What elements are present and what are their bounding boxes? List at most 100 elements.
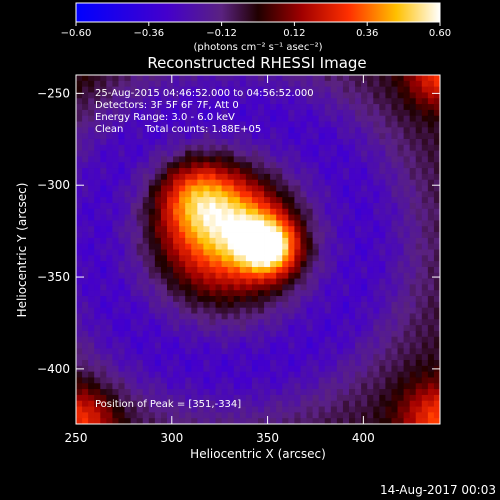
heatmap-cell [106, 150, 113, 157]
heatmap-cell [258, 179, 265, 186]
heatmap-cell [245, 185, 253, 192]
heatmap-cell [276, 191, 283, 198]
heatmap-cell [215, 133, 222, 140]
heatmap-cell [409, 301, 417, 309]
heatmap-cell [76, 179, 83, 186]
heatmap-cell [136, 261, 144, 268]
heatmap-cell [179, 121, 186, 128]
heatmap-cell [403, 121, 411, 128]
heatmap-cell [148, 197, 156, 204]
heatmap-cell [221, 284, 229, 291]
heatmap-cell [342, 249, 350, 256]
heatmap-cell [100, 365, 107, 373]
heatmap-cell [373, 406, 380, 413]
heatmap-cell [124, 261, 131, 268]
heatmap-cell [385, 98, 392, 105]
heatmap-cell [336, 185, 344, 192]
heatmap-cell [179, 191, 186, 198]
heatmap-cell [264, 144, 271, 152]
heatmap-cell [264, 406, 271, 413]
heatmap-cell [94, 296, 101, 303]
heatmap-cell [427, 313, 435, 320]
heatmap-cell [239, 208, 247, 215]
heatmap-cell [142, 272, 150, 279]
heatmap-cell [306, 394, 313, 402]
heatmap-cell [379, 319, 386, 326]
heatmap-cell [167, 104, 174, 111]
heatmap-cell [209, 191, 216, 198]
heatmap-cell [245, 307, 253, 314]
heatmap-cell [130, 301, 138, 309]
heatmap-cell [264, 185, 271, 192]
heatmap-cell [361, 162, 368, 169]
heatmap-cell [142, 394, 150, 402]
heatmap-cell [112, 179, 119, 186]
heatmap-cell [318, 168, 326, 175]
heatmap-cell [264, 290, 271, 297]
heatmap-cell [124, 109, 131, 117]
heatmap-cell [264, 319, 271, 326]
heatmap-cell [173, 301, 180, 309]
heatmap-cell [318, 150, 326, 157]
heatmap-cell [82, 208, 89, 215]
heatmap-cell [148, 98, 156, 105]
heatmap-cell [355, 220, 362, 227]
heatmap-cell [112, 197, 119, 204]
heatmap-cell [148, 313, 156, 320]
heatmap-cell [179, 109, 186, 117]
heatmap-cell [318, 185, 326, 192]
heatmap-cell [118, 301, 125, 309]
heatmap-cell [124, 80, 131, 88]
heatmap-cell [276, 173, 283, 181]
heatmap-cell [306, 336, 313, 343]
heatmap-cell [124, 191, 131, 198]
heatmap-cell [124, 325, 131, 332]
heatmap-cell [391, 92, 398, 99]
heatmap-cell [94, 150, 101, 157]
heatmap-cell [88, 237, 95, 245]
heatmap-cell [342, 400, 350, 407]
heatmap-cell [270, 92, 277, 99]
heatmap-cell [391, 75, 398, 82]
heatmap-cell [173, 202, 180, 210]
heatmap-cell [367, 365, 374, 373]
heatmap-cell [197, 418, 204, 425]
heatmap-cell [355, 255, 362, 262]
heatmap-cell [367, 104, 374, 111]
heatmap-cell [342, 237, 350, 245]
heatmap-cell [433, 86, 441, 93]
heatmap-cell [385, 249, 392, 256]
heatmap-cell [124, 220, 131, 227]
heatmap-cell [221, 406, 229, 413]
heatmap-cell [349, 115, 356, 122]
heatmap-cell [185, 243, 192, 250]
heatmap-cell [106, 144, 113, 152]
x-tick-label: 250 [65, 431, 88, 445]
heatmap-cell [403, 272, 411, 279]
heatmap-cell [373, 243, 380, 250]
heatmap-cell [385, 365, 392, 373]
heatmap-cell [367, 389, 374, 396]
heatmap-cell [203, 348, 210, 355]
heatmap-cell [409, 104, 417, 111]
heatmap-cell [227, 301, 235, 309]
heatmap-cell [330, 191, 338, 198]
heatmap-cell [209, 325, 216, 332]
heatmap-cell [251, 394, 259, 402]
heatmap-cell [233, 133, 241, 140]
heatmap-cell [76, 400, 83, 407]
heatmap-cell [251, 296, 259, 303]
heatmap-cell [221, 389, 229, 396]
heatmap-cell [409, 325, 417, 332]
heatmap-cell [349, 301, 356, 309]
heatmap-cell [118, 109, 125, 117]
heatmap-cell [94, 266, 101, 274]
heatmap-cell [391, 278, 398, 285]
heatmap-cell [324, 109, 332, 117]
heatmap-cell [409, 266, 417, 274]
heatmap-cell [100, 104, 107, 111]
heatmap-cell [191, 272, 198, 279]
heatmap-cell [100, 156, 107, 163]
heatmap-cell [294, 144, 301, 152]
heatmap-cell [330, 296, 338, 303]
